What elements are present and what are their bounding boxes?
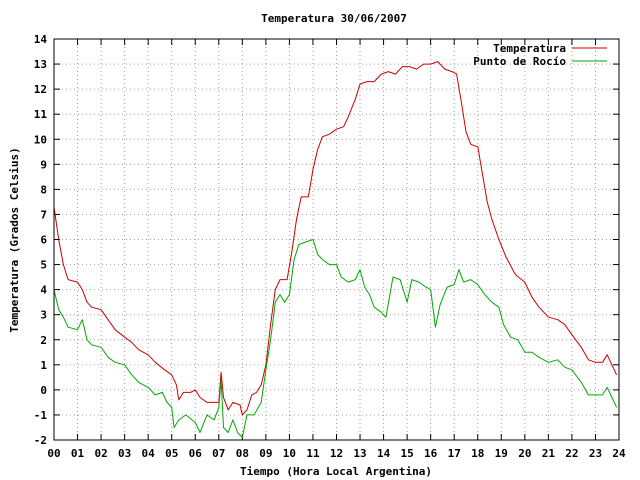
- plot-frame: [53, 38, 620, 441]
- x-tick-label: 13: [353, 447, 366, 460]
- legend-label-0: Temperatura: [493, 42, 566, 55]
- x-tick-label: 06: [189, 447, 203, 460]
- y-tick-label: 3: [40, 309, 47, 322]
- y-tick-label: 6: [40, 234, 47, 247]
- x-axis-ticks: 00 01 02 03 04 05 06 07 08 09 10 11 12 13 14 15 16 17 18 19…: [47, 39, 626, 460]
- x-tick-label: 05: [165, 447, 178, 460]
- legend-label-1: Punto de Rocío: [473, 55, 566, 68]
- y-tick-label: 0: [40, 384, 47, 397]
- x-tick-label: 24: [612, 447, 626, 460]
- y-tick-label: 1: [40, 359, 47, 372]
- x-tick-label: 15: [401, 447, 414, 460]
- x-tick-label: 16: [424, 447, 438, 460]
- y-axis-label: Temperatura (Grados Celsius): [8, 147, 21, 332]
- x-tick-label: 12: [330, 447, 343, 460]
- y-tick-label: 5: [40, 259, 47, 272]
- x-tick-label: 18: [471, 447, 484, 460]
- y-tick-label: 8: [40, 183, 47, 196]
- x-tick-label: 22: [565, 447, 578, 460]
- y-tick-label: -1: [34, 409, 48, 422]
- x-tick-label: 17: [448, 447, 461, 460]
- x-tick-label: 19: [495, 447, 508, 460]
- y-tick-label: -2: [34, 434, 47, 447]
- x-tick-label: 11: [306, 447, 320, 460]
- x-tick-label: 20: [518, 447, 531, 460]
- x-tick-label: 10: [283, 447, 296, 460]
- x-tick-label: 09: [259, 447, 272, 460]
- x-tick-label: 07: [212, 447, 225, 460]
- chart-title: Temperatura 30/06/2007: [261, 12, 407, 25]
- x-tick-label: 03: [118, 447, 131, 460]
- y-tick-label: 13: [34, 58, 47, 71]
- x-tick-label: 08: [236, 447, 249, 460]
- y-tick-label: 7: [40, 208, 47, 221]
- series-line-0: [53, 61, 618, 416]
- y-tick-label: 11: [34, 108, 48, 121]
- x-tick-label: 04: [142, 447, 156, 460]
- x-tick-label: 01: [71, 447, 85, 460]
- series-lines: [53, 61, 618, 438]
- y-tick-label: 14: [34, 33, 48, 46]
- x-tick-label: 23: [589, 447, 602, 460]
- y-tick-label: 2: [40, 334, 47, 347]
- x-tick-label: 21: [542, 447, 556, 460]
- x-axis-label: Tiempo (Hora Local Argentina): [240, 465, 432, 478]
- series-line-1: [53, 239, 618, 438]
- y-tick-label: 9: [40, 158, 47, 171]
- y-tick-label: 4: [40, 284, 47, 297]
- grid-lines: [54, 39, 619, 440]
- y-tick-label: 10: [34, 133, 47, 146]
- x-tick-label: 00: [47, 447, 60, 460]
- x-tick-label: 02: [94, 447, 107, 460]
- y-tick-label: 12: [34, 83, 47, 96]
- x-tick-label: 14: [377, 447, 391, 460]
